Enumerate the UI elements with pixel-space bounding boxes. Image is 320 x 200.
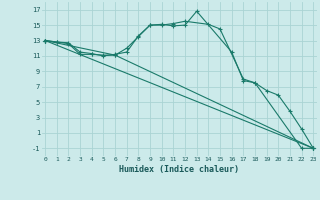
X-axis label: Humidex (Indice chaleur): Humidex (Indice chaleur)	[119, 165, 239, 174]
